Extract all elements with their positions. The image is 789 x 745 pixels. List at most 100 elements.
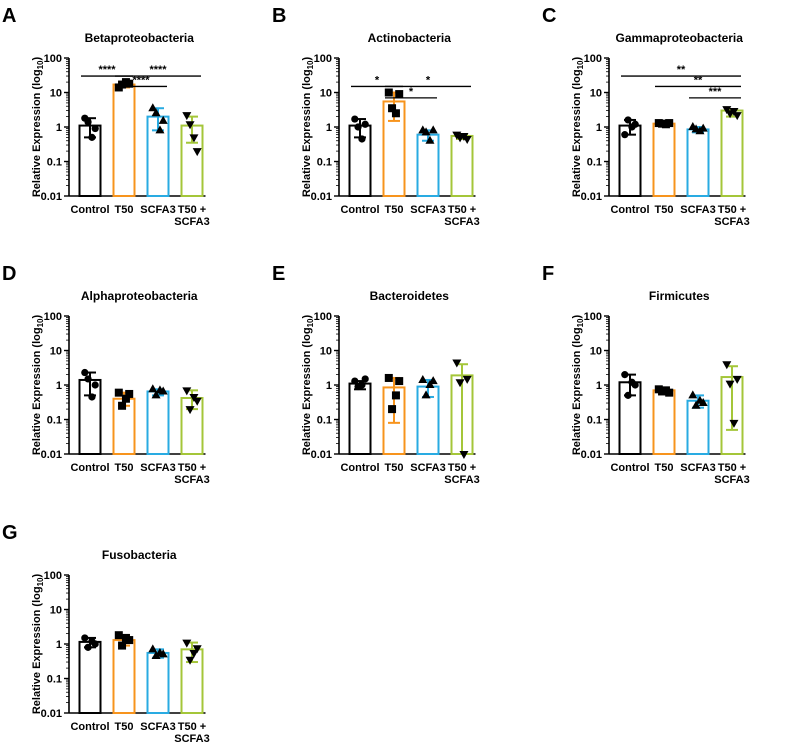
panel-c-point-scfa3-3 bbox=[698, 123, 708, 132]
panel-a-xtick-label-t50-scfa3-0: T50 + bbox=[178, 204, 206, 216]
panel-f-ytick-label-4: 100 bbox=[584, 311, 602, 323]
panel-f-point-scfa3-3 bbox=[698, 398, 708, 407]
panel-d-title: Alphaproteobacteria bbox=[81, 289, 198, 303]
panel-a-point-scfa3-1 bbox=[151, 108, 161, 117]
panel-g-point-t50-3 bbox=[125, 636, 134, 645]
panel-g-point-control-1 bbox=[84, 643, 92, 651]
panel-d-letter: D bbox=[2, 263, 16, 285]
panel-g-point-t50-0 bbox=[114, 631, 123, 640]
panel-e-point-t50-1 bbox=[388, 405, 397, 414]
panel-b-point-t50-scfa3-3 bbox=[462, 135, 472, 144]
panel-c-ytick-label-3: 10 bbox=[590, 88, 602, 100]
panel-b-xtick-label-t50: T50 bbox=[385, 204, 404, 216]
panel-f-title: Firmicutes bbox=[649, 289, 710, 303]
panel-f-point-t50-scfa3-2 bbox=[729, 419, 739, 428]
panel-d-point-t50-0 bbox=[114, 388, 123, 397]
panel-e-xtick-label-t50-scfa3-1: SCFA3 bbox=[444, 474, 479, 486]
panel-a-ytick-label-3: 10 bbox=[50, 88, 62, 100]
panel-c: C Gammaproteobacteria Relative Expression … bbox=[542, 5, 750, 228]
panel-a-ytick-label-0: 0.01 bbox=[41, 191, 62, 203]
panel-a-point-scfa3-0 bbox=[148, 103, 158, 112]
panel-d-ytick-label-1: 0.1 bbox=[47, 415, 62, 427]
panel-g-xtick-label-t50: T50 bbox=[115, 721, 134, 733]
panel-f-ytick-label-2: 1 bbox=[596, 380, 602, 392]
panel-g-ytick-label-0: 0.01 bbox=[41, 708, 62, 720]
panel-b-bar-scfa3 bbox=[416, 133, 440, 197]
panel-f-letter: F bbox=[542, 263, 554, 285]
panel-g-point-t50-scfa3-0 bbox=[182, 639, 192, 648]
panel-f-ylabel: Relative Expression (log10) bbox=[571, 315, 585, 456]
panel-f-xtick-label-t50: T50 bbox=[655, 462, 674, 474]
panel-g-ytick-label-4: 100 bbox=[44, 570, 62, 582]
panel-b-point-control-0 bbox=[351, 115, 359, 123]
panel-e-xtick-label-t50: T50 bbox=[385, 462, 404, 474]
panel-f-point-scfa3-0 bbox=[688, 390, 698, 399]
panel-b-point-t50-3 bbox=[395, 90, 404, 99]
panel-g-xtick-label-t50-scfa3-1: SCFA3 bbox=[174, 733, 209, 745]
panel-b-ytick-label-3: 10 bbox=[320, 88, 332, 100]
panel-d-ytick-label-4: 100 bbox=[44, 311, 62, 323]
panel-g-point-scfa3-0 bbox=[148, 644, 158, 653]
panel-c-bar-t50 bbox=[652, 122, 676, 197]
panel-f-point-control-1 bbox=[624, 391, 632, 399]
panel-d-ylabel: Relative Expression (log10) bbox=[31, 315, 45, 456]
panel-g-xtick-label-t50-scfa3-0: T50 + bbox=[178, 721, 206, 733]
panel-a-point-t50-scfa3-2 bbox=[189, 134, 199, 143]
panel-e-point-t50-scfa3-3 bbox=[462, 375, 472, 384]
panel-d-point-control-0 bbox=[81, 368, 89, 377]
panel-a-point-t50-scfa3-3 bbox=[192, 148, 202, 157]
panel-a-xtick-label-scfa3: SCFA3 bbox=[140, 204, 175, 216]
panel-g: G Fusobacteria Relative Expression (log10)… bbox=[2, 522, 210, 745]
panel-d-point-control-3 bbox=[91, 381, 99, 389]
panel-b-ytick-label-4: 100 bbox=[314, 53, 332, 65]
panel-d-point-t50-3 bbox=[125, 389, 134, 398]
panel-a-letter: A bbox=[2, 5, 16, 27]
panel-a-ylabel: Relative Expression (log10) bbox=[31, 57, 45, 198]
panel-a-point-control-2 bbox=[88, 133, 96, 141]
panel-g-point-t50-1 bbox=[118, 641, 127, 650]
panel-a-title: Betaproteobacteria bbox=[85, 31, 195, 45]
panel-c-bar-scfa3 bbox=[686, 128, 710, 197]
panel-a-point-t50-scfa3-1 bbox=[185, 121, 195, 130]
panel-d-point-control-1 bbox=[84, 375, 92, 383]
panel-g-bar-t50 bbox=[112, 639, 136, 714]
panel-e: E Bacteroidetes Relative Expression (log10… bbox=[272, 263, 480, 486]
panel-d-point-t50-2 bbox=[121, 394, 130, 403]
panel-f-xtick-label-control: Control bbox=[610, 462, 649, 474]
panel-e-point-control-0 bbox=[351, 377, 359, 385]
panel-a-xtick-label-t50: T50 bbox=[115, 204, 134, 216]
panel-d-point-t50-scfa3-1 bbox=[185, 406, 195, 415]
panel-f-point-t50-3 bbox=[665, 388, 674, 397]
panel-c-sig-label-0: ** bbox=[677, 64, 686, 76]
panel-a-ytick-label-1: 0.1 bbox=[47, 157, 62, 169]
panel-b-xtick-label-scfa3: SCFA3 bbox=[410, 204, 445, 216]
panel-e-point-scfa3-3 bbox=[428, 376, 438, 385]
panel-c-ytick-label-4: 100 bbox=[584, 53, 602, 65]
panel-g-ytick-label-1: 0.1 bbox=[47, 674, 62, 686]
panel-a-ytick-label-2: 1 bbox=[56, 122, 62, 134]
panel-c-xtick-label-control: Control bbox=[610, 204, 649, 216]
panel-g-point-t50-scfa3-3 bbox=[192, 645, 202, 654]
panel-b-ytick-label-0: 0.01 bbox=[311, 191, 332, 203]
panel-c-point-control-1 bbox=[624, 116, 632, 124]
panel-e-title: Bacteroidetes bbox=[370, 289, 450, 303]
panel-g-title: Fusobacteria bbox=[102, 548, 177, 562]
panel-b-ytick-label-2: 1 bbox=[326, 122, 332, 134]
panel-f-xtick-label-t50-scfa3-1: SCFA3 bbox=[714, 474, 749, 486]
panel-a-point-control-3 bbox=[91, 124, 99, 133]
panel-g-letter: G bbox=[2, 522, 18, 544]
panel-e-point-t50-0 bbox=[384, 373, 393, 382]
panel-c-title: Gammaproteobacteria bbox=[616, 31, 744, 45]
panel-c-xtick-label-t50-scfa3-1: SCFA3 bbox=[714, 216, 749, 228]
panel-a-ytick-label-4: 100 bbox=[44, 53, 62, 65]
panel-e-point-t50-scfa3-1 bbox=[455, 379, 465, 388]
panel-a-bar-t50 bbox=[112, 83, 136, 197]
panel-c-point-t50-scfa3-0 bbox=[722, 106, 732, 115]
panel-a: A Betaproteobacteria Relative Expression (… bbox=[2, 5, 210, 228]
panel-a-xtick-label-control: Control bbox=[70, 204, 109, 216]
panel-f-ytick-label-0: 0.01 bbox=[581, 449, 602, 461]
panel-e-point-t50-scfa3-2 bbox=[459, 451, 469, 459]
panel-d-ytick-label-0: 0.01 bbox=[41, 449, 62, 461]
panel-f-ytick-label-1: 0.1 bbox=[587, 415, 602, 427]
